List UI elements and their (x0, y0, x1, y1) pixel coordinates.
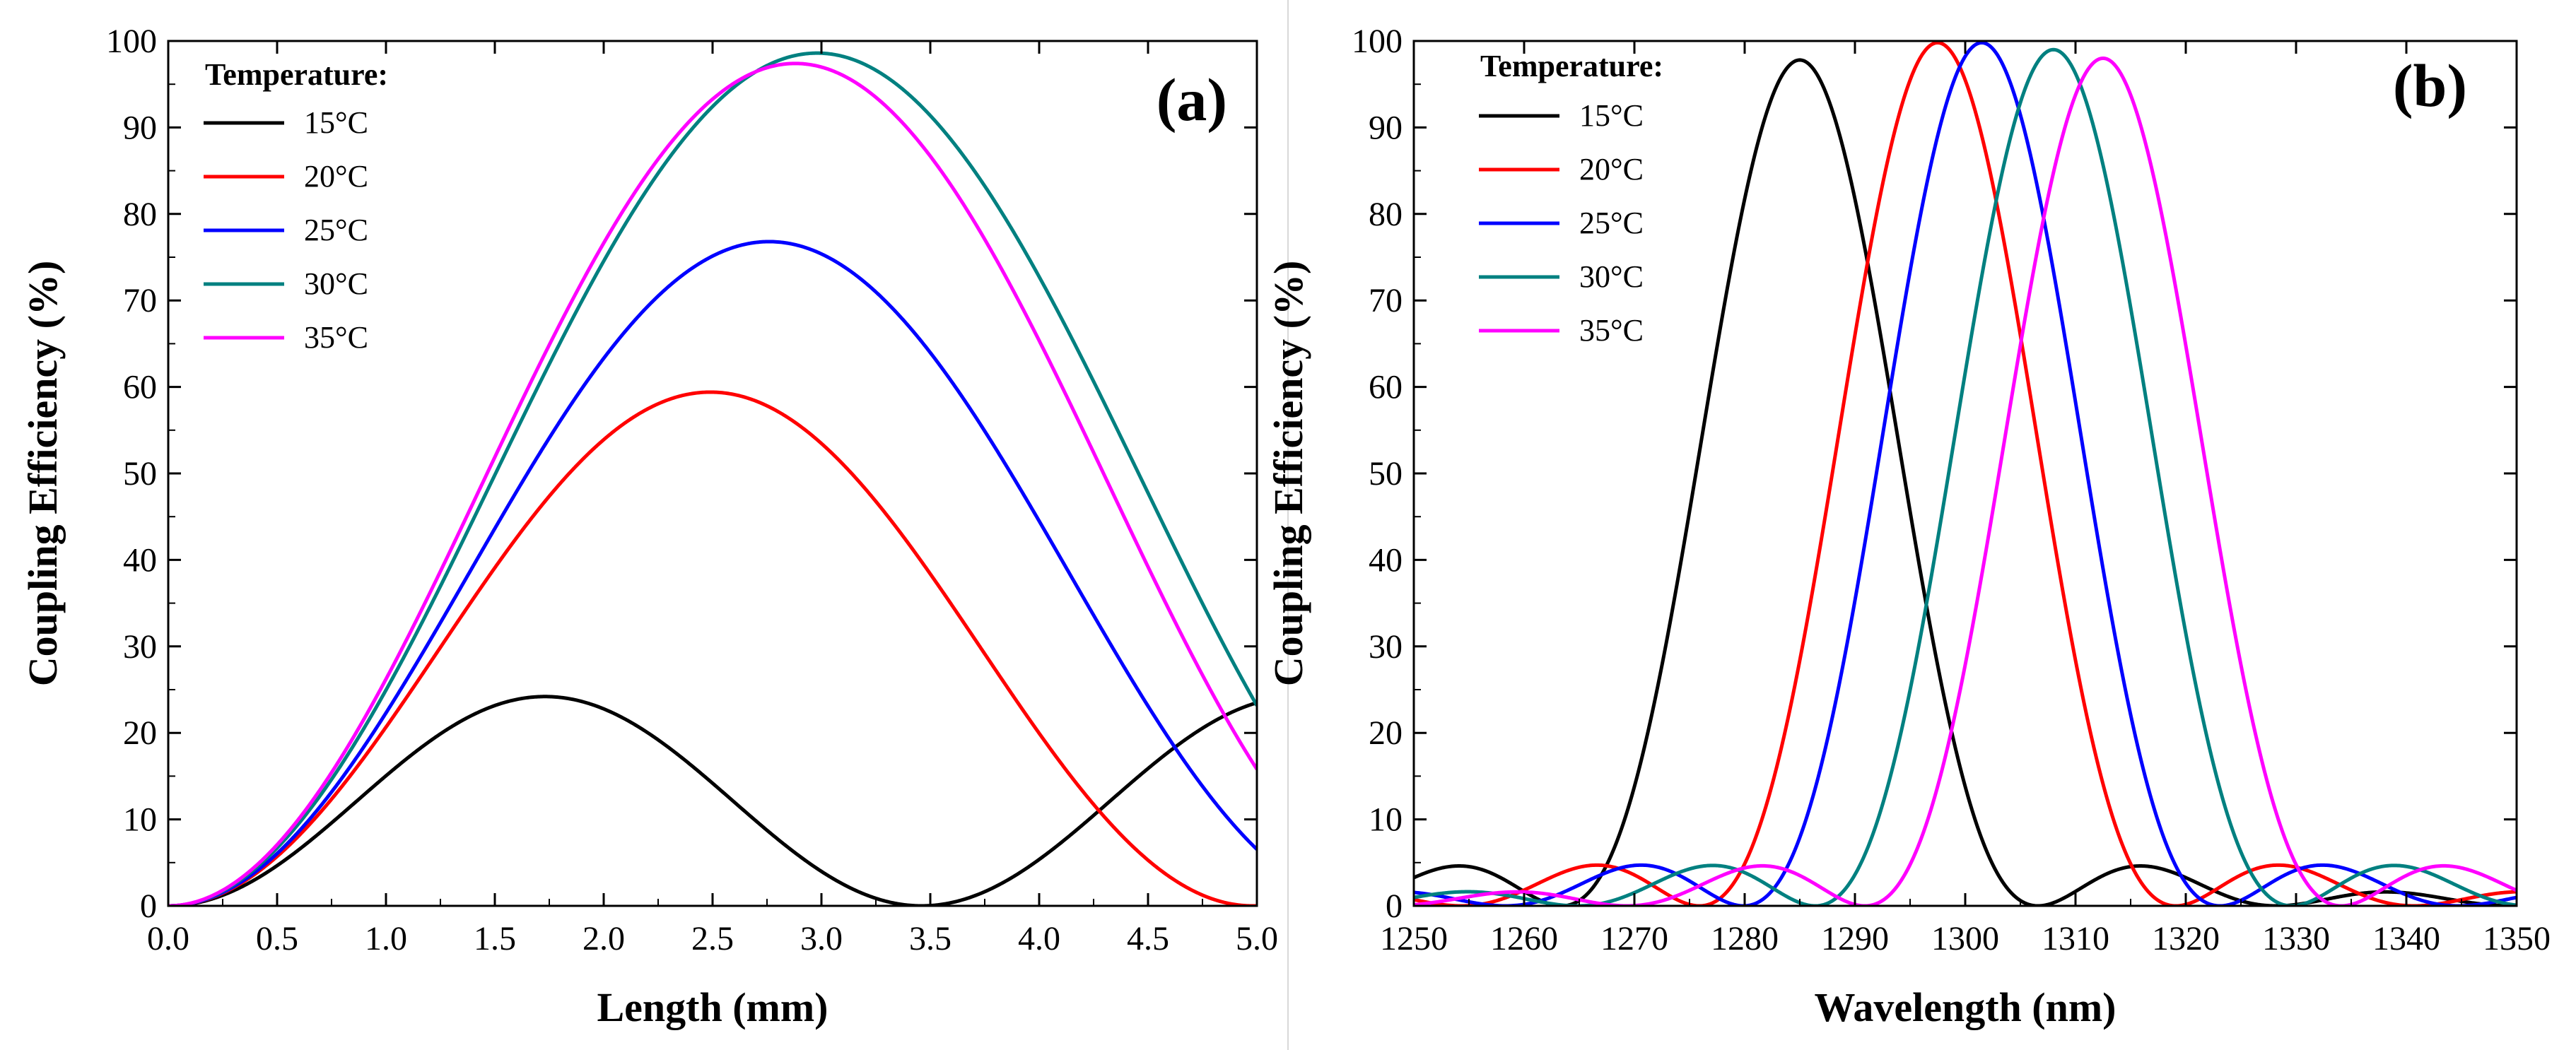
x-axis-title: Length (mm) (597, 984, 828, 1030)
series-line-35c (168, 61, 1257, 906)
x-tick-label: 1.0 (365, 920, 407, 957)
y-tick-label: 10 (1369, 801, 1403, 839)
legend-label: 15°C (1579, 98, 1644, 133)
series-line-35c (1414, 57, 2517, 906)
series-line-20c (168, 390, 1257, 906)
x-tick-label: 1310 (2042, 920, 2109, 957)
series-line-25c (168, 240, 1257, 906)
y-tick-label: 50 (123, 455, 157, 492)
y-axis-title: Coupling Efficiency (%) (20, 261, 66, 687)
x-tick-label: 1280 (1711, 920, 1779, 957)
y-tick-label: 30 (1369, 628, 1403, 666)
y-tick-label: 90 (123, 109, 157, 146)
series-group (168, 51, 1257, 906)
x-tick-label: 0.5 (256, 920, 298, 957)
legend-label: 15°C (304, 105, 368, 140)
y-axis-title: Coupling Efficiency (%) (1265, 261, 1311, 687)
y-tick-label: 60 (123, 369, 157, 406)
x-tick-label: 4.5 (1127, 920, 1169, 957)
x-tick-label: 1260 (1490, 920, 1558, 957)
y-tick-label: 100 (1352, 23, 1403, 60)
x-tick-label: 1320 (2152, 920, 2220, 957)
series-line-15c (1414, 58, 2517, 906)
y-tick-label: 100 (106, 23, 157, 60)
x-tick-label: 1290 (1821, 920, 1889, 957)
y-tick-label: 10 (123, 801, 157, 839)
legend: Temperature: 15°C 20°C 25°C 30°C 35°C (204, 57, 388, 355)
x-tick-label: 1270 (1600, 920, 1668, 957)
x-tick-label: 3.0 (800, 920, 843, 957)
panel-label: (b) (2393, 52, 2467, 119)
panel-label: (a) (1157, 66, 1227, 134)
y-tick-label: 80 (1369, 196, 1403, 233)
y-tick-label: 20 (123, 714, 157, 752)
legend-title: Temperature: (205, 57, 388, 92)
x-tick-label: 1.5 (474, 920, 516, 957)
x-tick-label: 0.0 (147, 920, 189, 957)
series-line-30c (168, 51, 1257, 906)
legend-label: 25°C (1579, 206, 1644, 240)
x-tick-label: 1250 (1380, 920, 1448, 957)
legend-label: 25°C (304, 213, 368, 247)
x-tick-label: 1340 (2372, 920, 2440, 957)
legend: Temperature: 15°C 20°C 25°C 30°C 35°C (1479, 49, 1663, 348)
y-tick-label: 40 (123, 541, 157, 579)
chart-a: 0.0 0.5 1.0 1.5 2.0 2.5 3.0 3.5 4.0 4.5 5.0 0 10 20 30… (20, 23, 1278, 1030)
series-line-25c (1414, 41, 2517, 906)
y-tick-label: 0 (1386, 887, 1403, 925)
y-tick-label: 20 (1369, 714, 1403, 752)
y-tick-label: 40 (1369, 541, 1403, 579)
legend-title: Temperature: (1480, 49, 1663, 83)
y-tick-label: 60 (1369, 369, 1403, 406)
y-tick-label: 70 (1369, 282, 1403, 319)
x-tick-label: 1300 (1931, 920, 1999, 957)
legend-label: 20°C (1579, 152, 1644, 187)
series-line-15c (168, 695, 1257, 906)
y-tick-label: 90 (1369, 109, 1403, 146)
x-tick-label: 4.0 (1018, 920, 1060, 957)
x-tick-label: 1330 (2262, 920, 2330, 957)
series-group (1414, 41, 2517, 906)
y-tick-label: 0 (140, 887, 157, 925)
legend-label: 20°C (304, 159, 368, 194)
y-tick-label: 30 (123, 628, 157, 666)
y-tick-label: 50 (1369, 455, 1403, 492)
series-line-20c (1414, 41, 2517, 906)
legend-label: 30°C (304, 266, 368, 301)
legend-label: 35°C (304, 320, 368, 355)
x-axis-title: Wavelength (nm) (1815, 984, 2117, 1030)
x-tick-label: 2.5 (691, 920, 734, 957)
x-tick-label: 2.0 (582, 920, 625, 957)
x-tick-label: 5.0 (1236, 920, 1278, 957)
legend-label: 30°C (1579, 259, 1644, 294)
x-tick-label: 1350 (2483, 920, 2551, 957)
chart-b: 1250 1260 1270 1280 1290 1300 1310 1320 1330 1340… (1265, 23, 2551, 1030)
y-tick-label: 70 (123, 282, 157, 319)
x-tick-label: 3.5 (909, 920, 952, 957)
legend-label: 35°C (1579, 313, 1644, 348)
y-tick-label: 80 (123, 196, 157, 233)
